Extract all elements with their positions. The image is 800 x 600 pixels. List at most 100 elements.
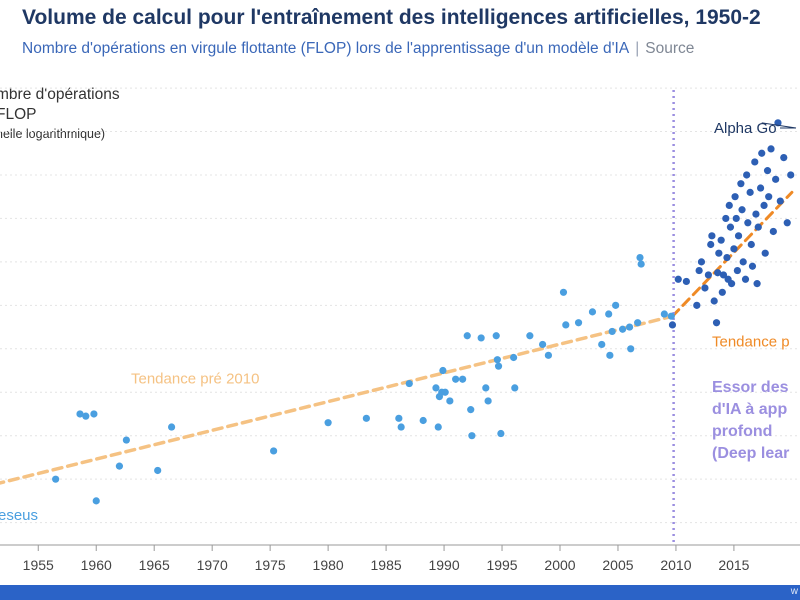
- data-point: [90, 410, 98, 418]
- data-point: [743, 171, 751, 179]
- x-tick-label: 1965: [139, 557, 170, 573]
- data-point: [758, 149, 766, 157]
- data-point: [674, 275, 682, 283]
- y-axis-label: mbre d'opérations FLOP helle logarithmiq…: [0, 85, 120, 143]
- data-point: [511, 384, 519, 392]
- data-point: [636, 253, 644, 262]
- data-point: [707, 240, 715, 249]
- data-point: [733, 266, 741, 275]
- x-axis: 1955 1960 1965 1970 1975 1980 1985 1990 1995 2000…: [0, 544, 800, 573]
- data-point: [727, 280, 736, 288]
- data-point: [482, 384, 490, 392]
- data-point: [452, 375, 460, 383]
- data-point: [619, 325, 627, 333]
- data-point: [559, 288, 568, 296]
- data-point: [52, 475, 60, 483]
- x-tick-label: 2010: [660, 557, 691, 573]
- trend-lines: [0, 90, 794, 545]
- data-point: [439, 366, 447, 375]
- data-point: [730, 245, 738, 253]
- data-point: [718, 288, 726, 296]
- data-point: [526, 332, 534, 340]
- data-point: [697, 258, 706, 266]
- data-point: [756, 184, 765, 192]
- data-point: [122, 436, 130, 444]
- data-point: [627, 345, 635, 353]
- data-point: [419, 416, 427, 425]
- scatter-chart: 1955 1960 1965 1970 1975 1980 1985 1990 1995 2000…: [0, 87, 800, 573]
- data-points: [52, 119, 795, 505]
- data-point: [441, 388, 449, 396]
- data-point: [637, 260, 645, 268]
- data-point: [606, 351, 614, 359]
- y-axis-label-line-3: helle logarithmique): [0, 127, 106, 141]
- trend-line-pre-2010: [0, 314, 675, 485]
- data-point: [760, 201, 768, 209]
- data-point: [510, 353, 518, 362]
- gridlines: [0, 87, 800, 524]
- data-point: [748, 262, 757, 270]
- data-point: [682, 277, 690, 286]
- data-point: [608, 327, 616, 336]
- y-axis-label-line-2: FLOP: [0, 106, 37, 123]
- perceptron-label: eseus: [0, 507, 38, 524]
- deep-learning-label-line: profond: [712, 423, 772, 440]
- data-point: [769, 227, 777, 236]
- data-point: [432, 384, 440, 392]
- data-point: [693, 301, 701, 309]
- data-point: [738, 206, 746, 214]
- data-point: [497, 429, 505, 438]
- data-point: [763, 167, 772, 175]
- x-tick-label: 1970: [197, 557, 228, 573]
- data-point: [397, 423, 405, 431]
- data-point: [753, 280, 761, 288]
- source-link[interactable]: Source: [645, 40, 695, 57]
- data-point: [776, 197, 784, 205]
- data-point: [765, 193, 773, 201]
- data-point: [539, 340, 547, 349]
- data-point: [270, 447, 278, 455]
- data-point: [783, 219, 791, 227]
- data-point: [660, 310, 668, 318]
- data-point: [772, 175, 780, 183]
- y-axis-label-line-1: mbre d'opérations: [0, 86, 120, 103]
- data-point: [612, 301, 620, 309]
- data-point: [588, 308, 597, 316]
- data-point: [154, 466, 162, 475]
- deep-learning-label-line: Essor des: [712, 379, 789, 396]
- x-tick-label: 1955: [23, 557, 54, 573]
- alpha-go-connector: [761, 122, 797, 129]
- data-point: [467, 406, 475, 414]
- x-tick-label: 2000: [544, 557, 575, 573]
- data-point: [484, 397, 492, 405]
- data-point: [754, 223, 762, 231]
- annotations: Tendance pré 2010 Tendance p Alpha Go Essor…: [0, 120, 797, 524]
- trend-line-post-2010: [670, 190, 794, 318]
- data-point: [667, 312, 675, 320]
- alpha-go-label: Alpha Go: [714, 120, 777, 137]
- subtitle-separator: |: [635, 40, 640, 57]
- data-point: [714, 269, 722, 277]
- data-point: [446, 397, 454, 405]
- data-point: [761, 249, 769, 257]
- data-point: [492, 332, 500, 340]
- data-point: [625, 323, 634, 331]
- x-tick-label: 2015: [718, 557, 749, 573]
- data-point: [494, 362, 503, 370]
- data-point: [712, 319, 721, 327]
- data-point: [82, 412, 90, 420]
- chart-subtitle: Nombre d'opérations en virgule flottante…: [22, 40, 694, 58]
- data-point: [463, 332, 471, 340]
- data-point: [324, 419, 332, 427]
- data-point: [695, 266, 703, 275]
- data-point: [574, 319, 583, 327]
- data-point: [362, 414, 370, 422]
- data-point: [405, 379, 413, 388]
- data-point: [708, 232, 716, 240]
- x-tick-label: 1985: [371, 557, 402, 573]
- data-point: [115, 462, 124, 470]
- data-point: [719, 271, 728, 279]
- x-tick-label: 1975: [255, 557, 286, 573]
- chart-title: Volume de calcul pour l'entraînement des…: [22, 6, 761, 29]
- data-point: [744, 219, 752, 227]
